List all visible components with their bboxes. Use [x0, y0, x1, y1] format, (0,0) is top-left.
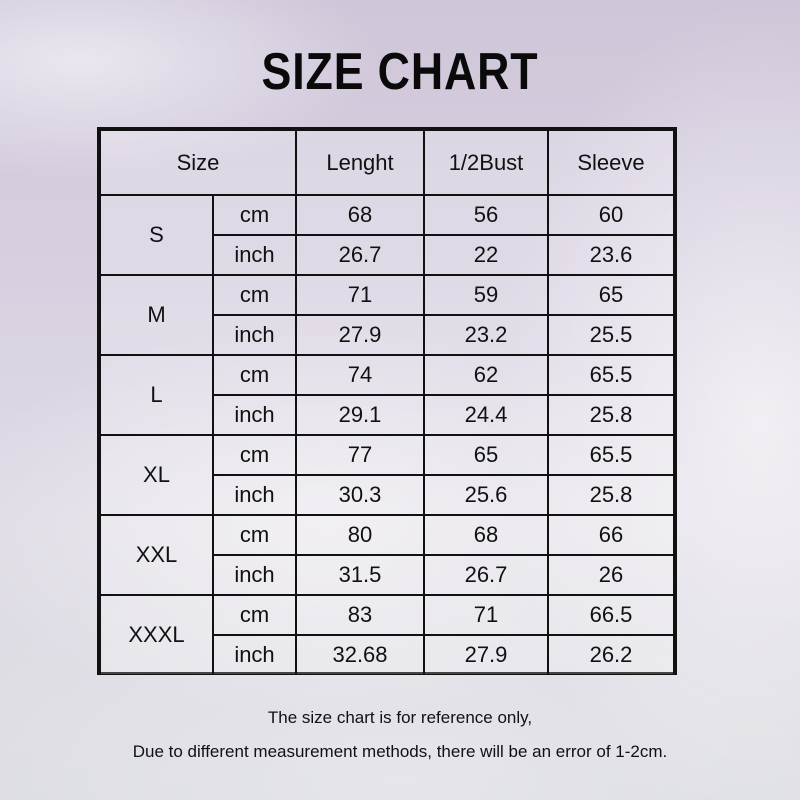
cell-bust: 68 [424, 515, 548, 555]
cell-bust: 71 [424, 595, 548, 635]
page-title: SIZE CHART [261, 43, 539, 101]
cell-sleeve: 60 [548, 195, 674, 235]
size-label: XXXL [100, 595, 213, 675]
cell-sleeve: 26 [548, 555, 674, 595]
cell-length: 83 [296, 595, 424, 635]
cell-unit: inch [213, 235, 296, 275]
cell-unit: cm [213, 435, 296, 475]
cell-bust: 26.7 [424, 555, 548, 595]
cell-bust: 59 [424, 275, 548, 315]
cell-unit: cm [213, 355, 296, 395]
header-sleeve: Sleeve [548, 130, 674, 195]
cell-length: 71 [296, 275, 424, 315]
cell-bust: 56 [424, 195, 548, 235]
header-size: Size [100, 130, 296, 195]
cell-unit: cm [213, 275, 296, 315]
cell-bust: 25.6 [424, 475, 548, 515]
cell-unit: cm [213, 515, 296, 555]
cell-sleeve: 25.5 [548, 315, 674, 355]
cell-length: 27.9 [296, 315, 424, 355]
header-bust: 1/2Bust [424, 130, 548, 195]
cell-bust: 22 [424, 235, 548, 275]
cell-sleeve: 65 [548, 275, 674, 315]
size-label: M [100, 275, 213, 355]
cell-sleeve: 23.6 [548, 235, 674, 275]
cell-length: 29.1 [296, 395, 424, 435]
cell-length: 26.7 [296, 235, 424, 275]
cell-sleeve: 25.8 [548, 475, 674, 515]
cell-sleeve: 25.8 [548, 395, 674, 435]
cell-length: 30.3 [296, 475, 424, 515]
cell-length: 68 [296, 195, 424, 235]
cell-unit: cm [213, 195, 296, 235]
cell-bust: 23.2 [424, 315, 548, 355]
cell-unit: inch [213, 555, 296, 595]
size-label: XL [100, 435, 213, 515]
cell-length: 77 [296, 435, 424, 475]
cell-unit: inch [213, 315, 296, 355]
cell-bust: 62 [424, 355, 548, 395]
footer-note-2: Due to different measurement methods, th… [132, 742, 668, 761]
cell-length: 80 [296, 515, 424, 555]
cell-bust: 24.4 [424, 395, 548, 435]
size-label: S [100, 195, 213, 275]
cell-length: 31.5 [296, 555, 424, 595]
cell-sleeve: 65.5 [548, 435, 674, 475]
cell-bust: 27.9 [424, 635, 548, 675]
cell-sleeve: 66.5 [548, 595, 674, 635]
size-label: L [100, 355, 213, 435]
cell-unit: inch [213, 475, 296, 515]
cell-sleeve: 65.5 [548, 355, 674, 395]
cell-length: 32.68 [296, 635, 424, 675]
cell-unit: cm [213, 595, 296, 635]
cell-bust: 65 [424, 435, 548, 475]
cell-sleeve: 66 [548, 515, 674, 555]
header-length: Lenght [296, 130, 424, 195]
footer-note-1: The size chart is for reference only, [267, 708, 533, 727]
cell-unit: inch [213, 395, 296, 435]
cell-unit: inch [213, 635, 296, 675]
cell-sleeve: 26.2 [548, 635, 674, 675]
size-label: XXL [100, 515, 213, 595]
cell-length: 74 [296, 355, 424, 395]
